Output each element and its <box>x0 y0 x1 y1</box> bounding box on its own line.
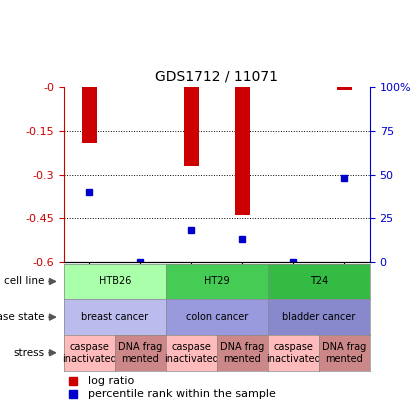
Text: caspase
inactivated: caspase inactivated <box>62 342 117 364</box>
Text: disease state: disease state <box>0 312 44 322</box>
Title: GDS1712 / 11071: GDS1712 / 11071 <box>155 70 278 83</box>
Text: colon cancer: colon cancer <box>186 312 248 322</box>
Text: log ratio: log ratio <box>88 376 134 386</box>
Text: percentile rank within the sample: percentile rank within the sample <box>88 389 276 399</box>
Bar <box>184 87 199 166</box>
Text: caspase
inactivated: caspase inactivated <box>164 342 219 364</box>
Text: DNA frag
mented: DNA frag mented <box>322 342 367 364</box>
Text: T24: T24 <box>310 277 328 286</box>
Bar <box>81 87 97 143</box>
Bar <box>235 87 250 215</box>
Text: cell line: cell line <box>4 277 44 286</box>
Text: breast cancer: breast cancer <box>81 312 148 322</box>
Text: bladder cancer: bladder cancer <box>282 312 356 322</box>
Bar <box>337 87 352 90</box>
Text: HTB26: HTB26 <box>99 277 131 286</box>
Text: DNA frag
mented: DNA frag mented <box>118 342 162 364</box>
Text: HT29: HT29 <box>204 277 230 286</box>
Text: DNA frag
mented: DNA frag mented <box>220 342 264 364</box>
Text: stress: stress <box>13 348 44 358</box>
Text: caspase
inactivated: caspase inactivated <box>266 342 321 364</box>
